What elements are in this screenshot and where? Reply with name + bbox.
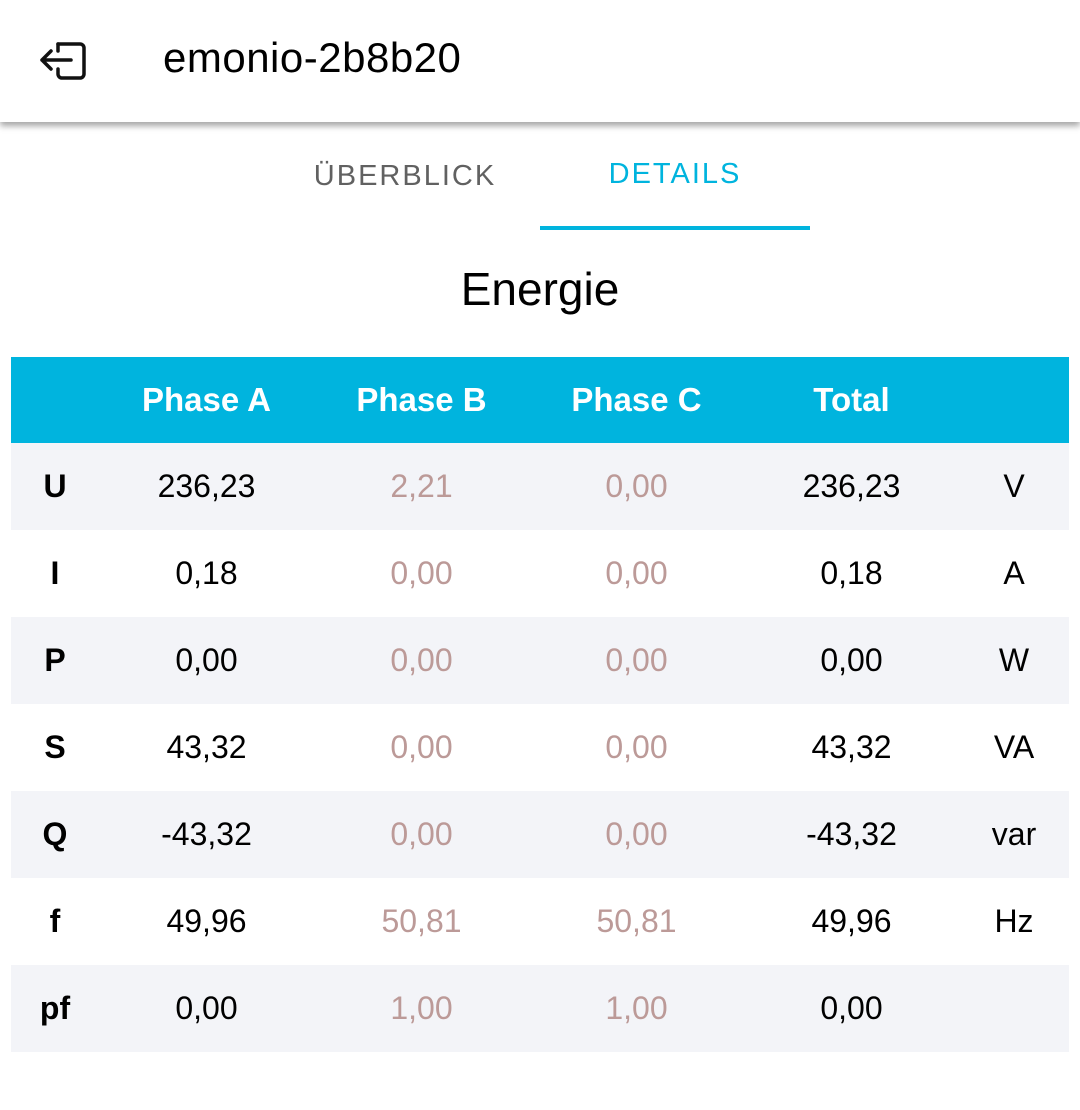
table-row: P 0,00 0,00 0,00 0,00 W: [11, 617, 1069, 704]
table-row: Q -43,32 0,00 0,00 -43,32 var: [11, 791, 1069, 878]
table-row: f 49,96 50,81 50,81 49,96 Hz: [11, 878, 1069, 965]
phase-c-value: 0,00: [605, 729, 668, 765]
total-value: -43,32: [744, 791, 959, 878]
table-row: U 236,23 2,21 0,00 236,23 V: [11, 443, 1069, 530]
phase-c-value: 0,00: [529, 791, 744, 878]
tab-details[interactable]: DETAILS: [540, 122, 810, 230]
phase-a-value: 0,18: [175, 555, 238, 591]
phase-b-value: 0,00: [390, 555, 453, 591]
table-header: Phase A Phase B Phase C Total: [11, 357, 1069, 443]
phase-c-value: 50,81: [596, 903, 677, 939]
row-label: I: [50, 555, 60, 591]
row-label: f: [49, 903, 61, 939]
total-value: 0,00: [744, 965, 959, 1052]
logout-icon: [40, 42, 86, 80]
unit: Hz: [994, 903, 1034, 939]
energy-table: Phase A Phase B Phase C Total U 236,23 2,2…: [11, 357, 1069, 1052]
phase-a-value: 49,96: [166, 903, 247, 939]
row-label: S: [44, 729, 66, 765]
header-total: Total: [744, 357, 959, 443]
header-empty: [11, 357, 99, 443]
phase-b-value: 0,00: [390, 729, 453, 765]
tab-bar: ÜBERBLICK DETAILS: [0, 122, 1080, 232]
device-title: emonio-2b8b20: [163, 34, 462, 81]
unit: W: [959, 617, 1069, 704]
unit: V: [959, 443, 1069, 530]
phase-a-value: -43,32: [99, 791, 314, 878]
table-row: I 0,18 0,00 0,00 0,18 A: [11, 530, 1069, 617]
total-value: 49,96: [811, 903, 892, 939]
section-title: Energie: [460, 263, 620, 315]
row-label: pf: [11, 965, 99, 1052]
app-bar: emonio-2b8b20: [0, 0, 1080, 122]
phase-a-value: 43,32: [166, 729, 247, 765]
total-value: 0,00: [744, 617, 959, 704]
phase-b-value: 2,21: [314, 443, 529, 530]
phase-c-value: 0,00: [529, 443, 744, 530]
table-row: S 43,32 0,00 0,00 43,32 VA: [11, 704, 1069, 791]
phase-c-value: 1,00: [529, 965, 744, 1052]
header-phase-b: Phase B: [314, 357, 529, 443]
unit: A: [1003, 555, 1025, 591]
row-label: Q: [11, 791, 99, 878]
phase-b-value: 1,00: [314, 965, 529, 1052]
header-phase-c: Phase C: [529, 357, 744, 443]
phase-a-value: 236,23: [99, 443, 314, 530]
unit: var: [959, 791, 1069, 878]
phase-a-value: 0,00: [99, 617, 314, 704]
unit: VA: [993, 729, 1035, 765]
unit: [959, 965, 1069, 1052]
header-unit: [959, 357, 1069, 443]
total-value: 0,18: [820, 555, 883, 591]
phase-a-value: 0,00: [99, 965, 314, 1052]
header-phase-a: Phase A: [99, 357, 314, 443]
total-value: 43,32: [811, 729, 892, 765]
row-label: P: [11, 617, 99, 704]
phase-b-value: 0,00: [314, 791, 529, 878]
row-label: U: [11, 443, 99, 530]
phase-c-value: 0,00: [605, 555, 668, 591]
tab-overview[interactable]: ÜBERBLICK: [313, 159, 497, 192]
table-row: pf 0,00 1,00 1,00 0,00: [11, 965, 1069, 1052]
phase-b-value: 50,81: [381, 903, 462, 939]
phase-c-value: 0,00: [529, 617, 744, 704]
total-value: 236,23: [744, 443, 959, 530]
logout-button[interactable]: [38, 38, 88, 84]
phase-b-value: 0,00: [314, 617, 529, 704]
